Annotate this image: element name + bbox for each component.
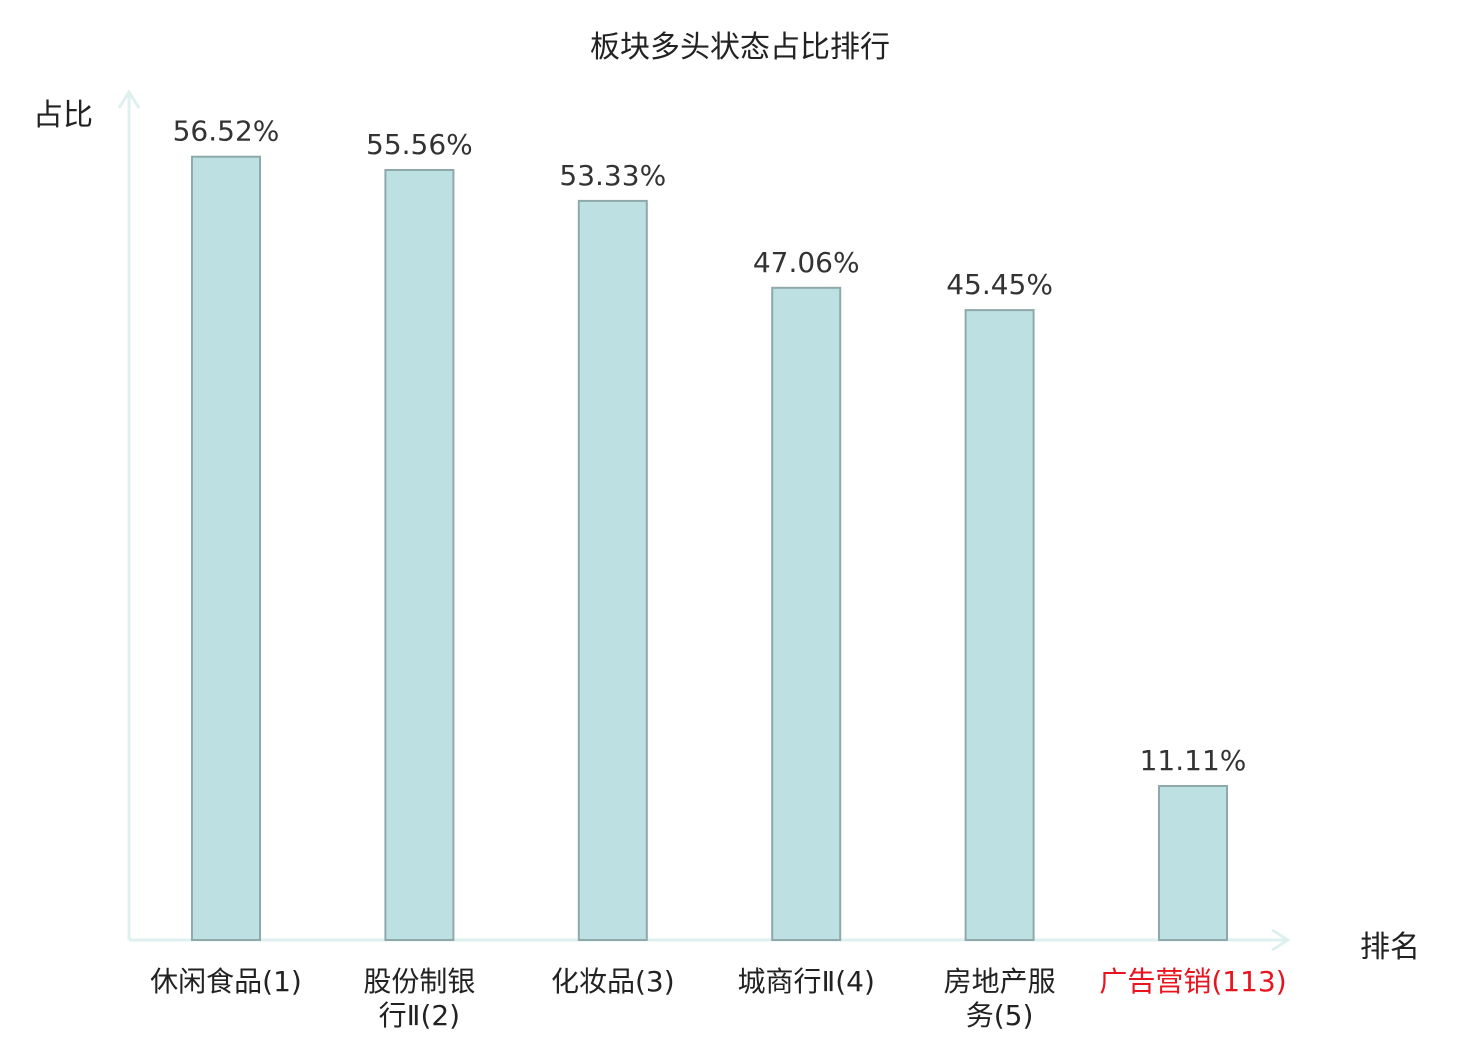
x-axis-arrow-icon [1271, 928, 1291, 952]
category-label-1: 股份制银 行Ⅱ(2) [363, 965, 476, 1032]
bar-2 [577, 199, 648, 941]
value-label-1: 55.56% [366, 128, 473, 161]
bar-0 [191, 155, 261, 941]
category-label-3: 城商行Ⅱ(4) [737, 965, 875, 998]
x-axis-label: 排名 [1360, 930, 1420, 965]
y-axis-arrow-icon [117, 89, 141, 109]
chart-title: 板块多头状态占比排行 [590, 30, 890, 65]
category-label-2: 化妆品(3) [550, 965, 675, 998]
bar-1 [384, 169, 455, 941]
value-label-3: 47.06% [753, 246, 860, 279]
bars-group [191, 155, 1228, 942]
bar-3 [771, 286, 842, 941]
category-label-0: 休闲食品(1) [150, 965, 302, 998]
bar-4 [964, 309, 1035, 942]
category-label-4: 房地产服 务(5) [943, 965, 1056, 1032]
value-labels-group: 56.52% 55.56% 53.33% 47.06% 45.45% 11.11% [173, 115, 1247, 777]
bar-5 [1158, 785, 1228, 941]
value-label-0: 56.52% [173, 115, 280, 148]
value-label-5: 11.11% [1140, 744, 1247, 777]
y-axis-label: 占比 [33, 98, 93, 133]
category-label-5: 广告营销(113) [1099, 965, 1287, 998]
value-label-2: 53.33% [559, 159, 666, 192]
value-label-4: 45.45% [946, 268, 1053, 301]
axes [117, 89, 1291, 952]
